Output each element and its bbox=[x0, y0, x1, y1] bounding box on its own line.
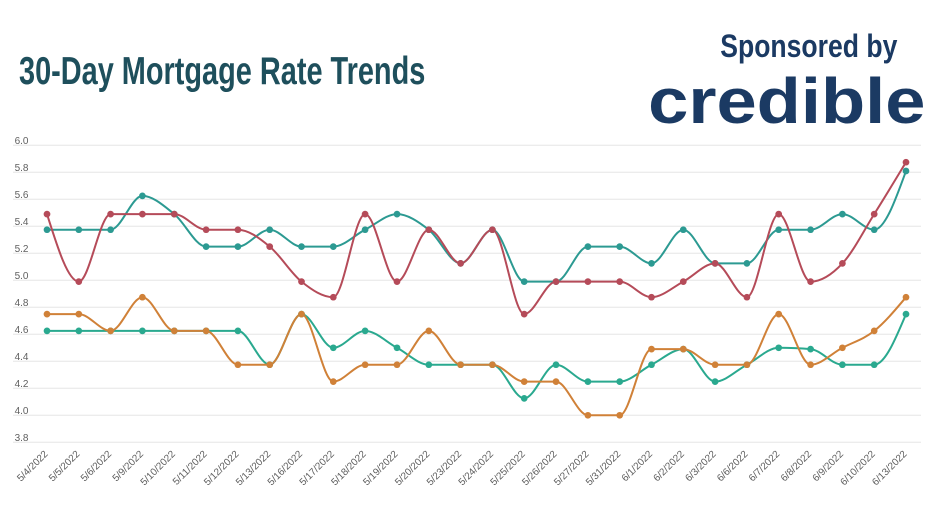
svg-text:6.0: 6.0 bbox=[15, 136, 29, 147]
svg-text:5.8: 5.8 bbox=[15, 163, 29, 174]
svg-text:4.2: 4.2 bbox=[15, 379, 29, 390]
svg-text:5/6/2022: 5/6/2022 bbox=[79, 449, 115, 485]
svg-text:4.6: 4.6 bbox=[15, 325, 29, 336]
svg-text:5.6: 5.6 bbox=[15, 190, 29, 201]
svg-text:4.0: 4.0 bbox=[15, 406, 29, 417]
svg-text:5.4: 5.4 bbox=[15, 217, 29, 228]
svg-text:6/13/2022: 6/13/2022 bbox=[870, 449, 910, 489]
svg-text:4.4: 4.4 bbox=[15, 352, 29, 363]
svg-text:5/5/2022: 5/5/2022 bbox=[47, 449, 83, 485]
svg-text:5.0: 5.0 bbox=[15, 271, 29, 282]
svg-text:5/4/2022: 5/4/2022 bbox=[15, 449, 51, 485]
svg-text:6/2/2022: 6/2/2022 bbox=[652, 449, 688, 485]
svg-text:6/3/2022: 6/3/2022 bbox=[683, 449, 719, 485]
svg-text:6/7/2022: 6/7/2022 bbox=[747, 449, 783, 485]
svg-text:5.2: 5.2 bbox=[15, 244, 29, 255]
svg-text:3.8: 3.8 bbox=[15, 433, 29, 444]
svg-text:4.8: 4.8 bbox=[15, 298, 29, 309]
svg-text:6/8/2022: 6/8/2022 bbox=[779, 449, 815, 485]
svg-text:6/6/2022: 6/6/2022 bbox=[715, 449, 751, 485]
svg-text:5/31/2022: 5/31/2022 bbox=[584, 449, 624, 489]
svg-text:6/1/2022: 6/1/2022 bbox=[620, 449, 656, 485]
